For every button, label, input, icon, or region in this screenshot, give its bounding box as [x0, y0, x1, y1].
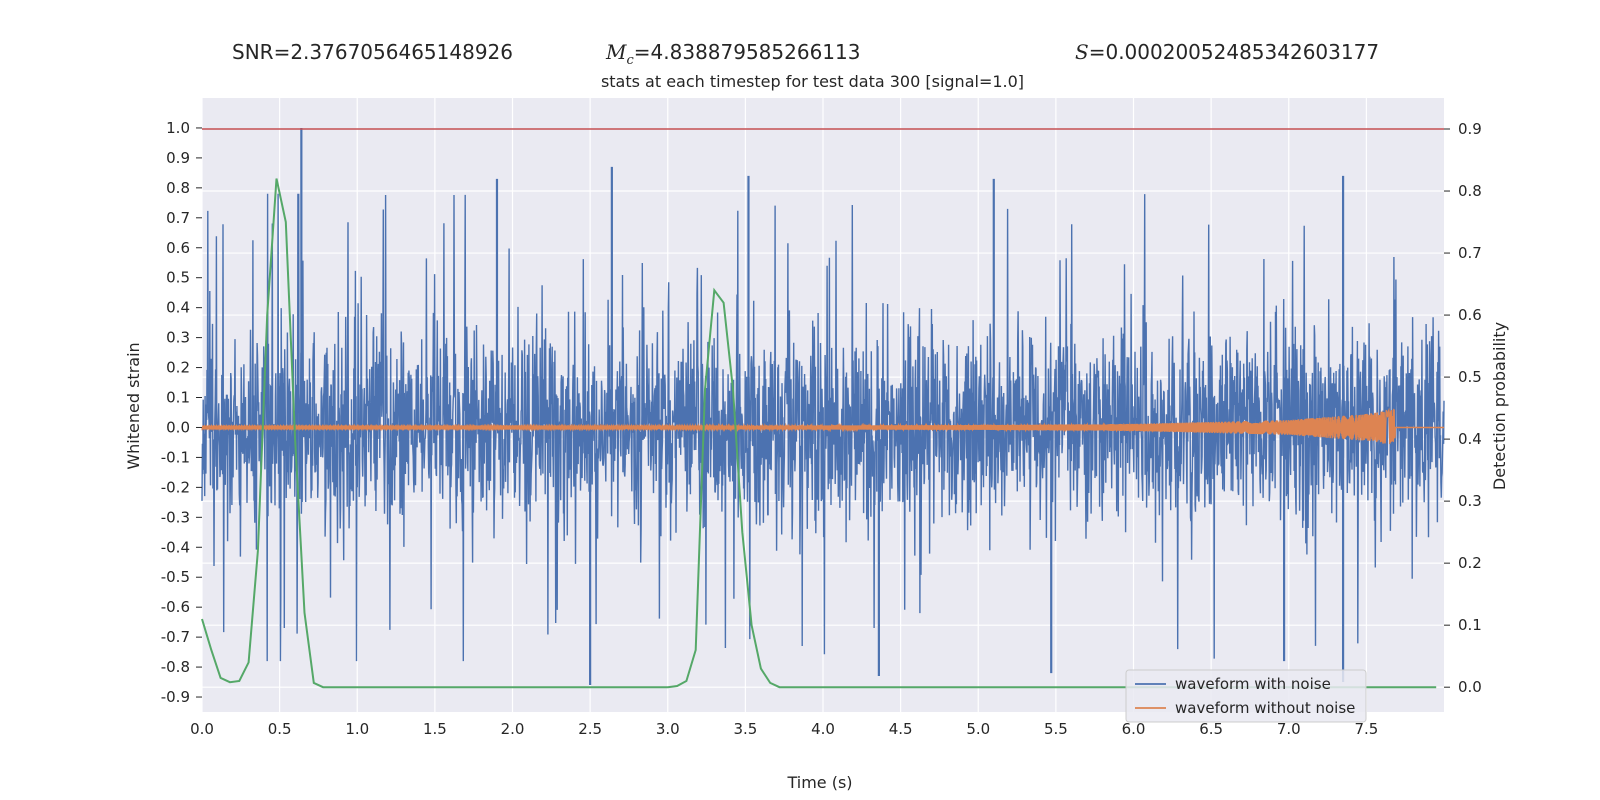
- y-tick-label: 0.3: [166, 329, 190, 347]
- y2-tick-label: 0.6: [1458, 306, 1482, 324]
- y-tick-label: 0.0: [166, 418, 190, 436]
- y-tick-label: -0.8: [161, 658, 190, 676]
- legend-label-clean: waveform without noise: [1175, 699, 1355, 717]
- x-tick-label: 4.0: [811, 720, 835, 738]
- x-tick-label: 7.5: [1354, 720, 1378, 738]
- y2-tick-label: 0.1: [1458, 616, 1482, 634]
- x-tick-label: 4.5: [889, 720, 913, 738]
- x-tick-label: 6.5: [1199, 720, 1223, 738]
- legend: waveform with noise waveform without noi…: [1125, 669, 1367, 723]
- y-tick-label: 1.0: [166, 119, 190, 137]
- y2-tick-label: 0.9: [1458, 120, 1482, 138]
- x-tick-label: 1.5: [423, 720, 447, 738]
- x-axis-label: Time (s): [786, 773, 852, 792]
- y-tick-label: 0.4: [166, 299, 190, 317]
- y2-tick-label: 0.7: [1458, 244, 1482, 262]
- chirp-mass-header: Mc=4.838879585266113: [606, 40, 861, 68]
- y2-tick-label: 0.2: [1458, 554, 1482, 572]
- y2-tick-label: 0.0: [1458, 678, 1482, 696]
- legend-box: [1125, 669, 1367, 723]
- y2-tick-label: 0.8: [1458, 182, 1482, 200]
- series-waveform-without-noise: [201, 407, 1444, 445]
- y2-axis-label: Detection probability: [1490, 322, 1509, 490]
- y-tick-label: -0.9: [161, 688, 190, 706]
- y-tick-label: -0.5: [161, 568, 190, 586]
- legend-label-noise: waveform with noise: [1175, 675, 1331, 693]
- y-tick-label: 0.5: [166, 269, 190, 287]
- y2-tick-label: 0.4: [1458, 430, 1482, 448]
- series-waveform-with-noise: [201, 193, 1445, 662]
- series-detection-probability: [201, 178, 1437, 689]
- y-tick-label: 0.2: [166, 359, 190, 377]
- y-tick-label: -0.4: [161, 538, 190, 556]
- y-tick-label: -0.6: [161, 598, 190, 616]
- snr-value: 2.3767056465148926: [290, 40, 514, 64]
- s-header: S=0.00020052485342603177: [1075, 40, 1380, 64]
- s-value: 0.00020052485342603177: [1105, 40, 1380, 64]
- y-tick-label: -0.2: [161, 478, 190, 496]
- x-tick-label: 1.0: [345, 720, 369, 738]
- y-tick-label: -0.7: [161, 628, 190, 646]
- s-symbol: S: [1075, 40, 1089, 64]
- x-tick-label: 5.5: [1044, 720, 1068, 738]
- x-tick-label: 5.0: [966, 720, 990, 738]
- y-tick-label: 0.9: [166, 149, 190, 167]
- mc-symbol: M: [606, 40, 627, 64]
- y-axis-label: Whitened strain: [124, 342, 143, 469]
- y-tick-label: -0.1: [161, 448, 190, 466]
- y2-tick-label: 0.5: [1458, 368, 1482, 386]
- y-tick-label: -0.3: [161, 508, 190, 526]
- x-tick-label: 7.0: [1277, 720, 1301, 738]
- x-tick-label: 2.5: [578, 720, 602, 738]
- plot-title: stats at each timestep for test data 300…: [600, 72, 1025, 91]
- y-tick-label: 0.7: [166, 209, 190, 227]
- x-tick-label: 3.5: [733, 720, 757, 738]
- snr-header: SNR=2.3767056465148926: [232, 40, 514, 64]
- x-tick-label: 2.0: [501, 720, 525, 738]
- x-tick-label: 6.0: [1122, 720, 1146, 738]
- x-tick-label: 0.0: [190, 720, 214, 738]
- y2-tick-label: 0.3: [1458, 492, 1482, 510]
- mc-subscript: c: [626, 53, 634, 68]
- y-tick-label: 0.1: [166, 389, 190, 407]
- y-tick-label: 0.6: [166, 239, 190, 257]
- x-tick-label: 0.5: [268, 720, 292, 738]
- y-tick-label: 0.8: [166, 179, 190, 197]
- x-tick-label: 3.0: [656, 720, 680, 738]
- snr-label: SNR: [232, 40, 274, 64]
- mc-value: 4.838879585266113: [650, 40, 861, 64]
